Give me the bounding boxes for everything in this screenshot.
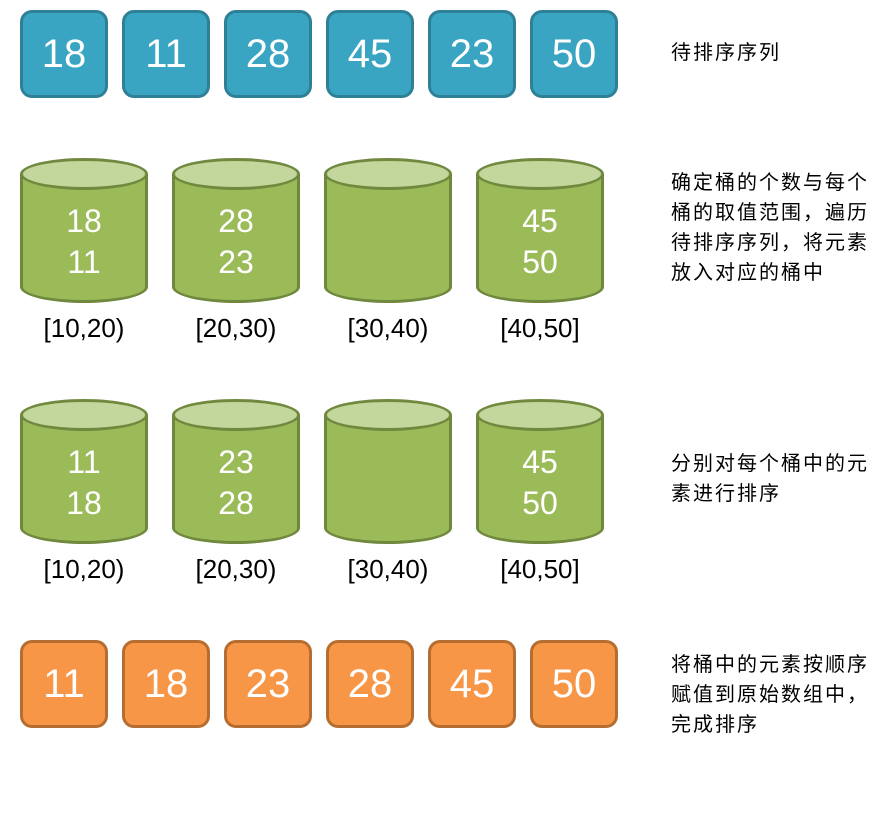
unsorted-desc-wrap: 待排序序列 (671, 10, 871, 68)
bucket-top-shape (324, 158, 452, 190)
bucket-cylinder: 23 28 (172, 399, 300, 544)
bucket-value: 45 (522, 444, 558, 481)
bucket-value: 11 (67, 444, 100, 481)
unsorted-row: 18 11 28 45 23 50 待排序序列 (20, 10, 871, 98)
bucket-body-shape (324, 415, 452, 528)
num-box: 18 (122, 640, 210, 728)
bucket-value: 18 (66, 203, 102, 240)
bucket: 28 23 [20,30) (172, 158, 300, 344)
box-value: 50 (552, 32, 597, 77)
bucket-value: 11 (67, 244, 100, 281)
distribute-row: 18 11 [10,20) 28 23 [20,30) (20, 158, 871, 344)
bucket-cylinder: 11 18 (20, 399, 148, 544)
box-value: 11 (145, 32, 187, 77)
box-value: 50 (552, 662, 597, 707)
box-value: 23 (450, 32, 495, 77)
box-value: 45 (450, 662, 495, 707)
bucket-values: 11 18 (20, 444, 148, 522)
box-value: 11 (43, 662, 85, 707)
bucket-range-label: [10,20) (44, 313, 125, 344)
sorted-row: 11 18 23 28 45 50 将桶中的元素按顺序赋值到原始数组中，完成排序 (20, 640, 871, 740)
num-box: 50 (530, 640, 618, 728)
bucket-value: 23 (218, 444, 254, 481)
bucket-values: 23 28 (172, 444, 300, 522)
num-box: 50 (530, 10, 618, 98)
num-box: 45 (326, 10, 414, 98)
num-box: 45 (428, 640, 516, 728)
sortbuckets-desc-wrap: 分别对每个桶中的元素进行排序 (671, 399, 871, 509)
box-value: 23 (246, 662, 291, 707)
step-description: 待排序序列 (671, 38, 871, 68)
bucket-value: 45 (522, 203, 558, 240)
bucket: 11 18 [10,20) (20, 399, 148, 585)
num-box: 11 (122, 10, 210, 98)
bucket-values: 28 23 (172, 203, 300, 281)
bucket-value: 28 (218, 485, 254, 522)
bucket-range-label: [40,50] (500, 554, 580, 585)
bucket-top-shape (172, 399, 300, 431)
bucket-values: 18 11 (20, 203, 148, 281)
box-value: 45 (348, 32, 393, 77)
num-box: 23 (224, 640, 312, 728)
bucket-value: 18 (66, 485, 102, 522)
bucket-value: 28 (218, 203, 254, 240)
bucket-cylinder (324, 158, 452, 303)
sortbuckets-row: 11 18 [10,20) 23 28 [20,30) (20, 399, 871, 585)
bucket-value: 50 (522, 485, 558, 522)
bucket-top-shape (476, 158, 604, 190)
bucket-range-label: [10,20) (44, 554, 125, 585)
step-description: 将桶中的元素按顺序赋值到原始数组中，完成排序 (671, 650, 871, 740)
num-box: 23 (428, 10, 516, 98)
box-value: 18 (42, 32, 87, 77)
bucket-cylinder: 18 11 (20, 158, 148, 303)
bucket-range-label: [20,30) (196, 554, 277, 585)
distribute-buckets: 18 11 [10,20) 28 23 [20,30) (20, 158, 614, 344)
box-value: 28 (246, 32, 291, 77)
bucket: 45 50 [40,50] (476, 158, 604, 344)
bucket-top-shape (476, 399, 604, 431)
bucket-range-label: [20,30) (196, 313, 277, 344)
bucket-range-label: [30,40) (348, 554, 429, 585)
bucket-top-shape (20, 158, 148, 190)
bucket-body-shape (324, 174, 452, 287)
bucket: 23 28 [20,30) (172, 399, 300, 585)
sorted-desc-wrap: 将桶中的元素按顺序赋值到原始数组中，完成排序 (671, 640, 871, 740)
bucket-top-shape (172, 158, 300, 190)
distribute-desc-wrap: 确定桶的个数与每个桶的取值范围，遍历待排序序列，将元素放入对应的桶中 (671, 158, 871, 288)
num-box: 28 (326, 640, 414, 728)
step-description: 分别对每个桶中的元素进行排序 (671, 449, 871, 509)
bucket-cylinder (324, 399, 452, 544)
step-description: 确定桶的个数与每个桶的取值范围，遍历待排序序列，将元素放入对应的桶中 (671, 168, 871, 288)
bucket-cylinder: 45 50 (476, 158, 604, 303)
bucket-values: 45 50 (476, 203, 604, 281)
unsorted-boxes: 18 11 28 45 23 50 (20, 10, 618, 98)
bucket: 45 50 [40,50] (476, 399, 604, 585)
bucket-value: 50 (522, 244, 558, 281)
box-value: 28 (348, 662, 393, 707)
bucket-top-shape (20, 399, 148, 431)
bucket: [30,40) (324, 158, 452, 344)
box-value: 18 (144, 662, 189, 707)
bucket-range-label: [30,40) (348, 313, 429, 344)
num-box: 11 (20, 640, 108, 728)
sorted-boxes: 11 18 23 28 45 50 (20, 640, 618, 728)
num-box: 28 (224, 10, 312, 98)
bucket-range-label: [40,50] (500, 313, 580, 344)
bucket: 18 11 [10,20) (20, 158, 148, 344)
bucket-value: 23 (218, 244, 254, 281)
bucket-cylinder: 28 23 (172, 158, 300, 303)
bucket-values: 45 50 (476, 444, 604, 522)
num-box: 18 (20, 10, 108, 98)
bucket-cylinder: 45 50 (476, 399, 604, 544)
bucket-top-shape (324, 399, 452, 431)
sorted-buckets: 11 18 [10,20) 23 28 [20,30) (20, 399, 614, 585)
bucket: [30,40) (324, 399, 452, 585)
